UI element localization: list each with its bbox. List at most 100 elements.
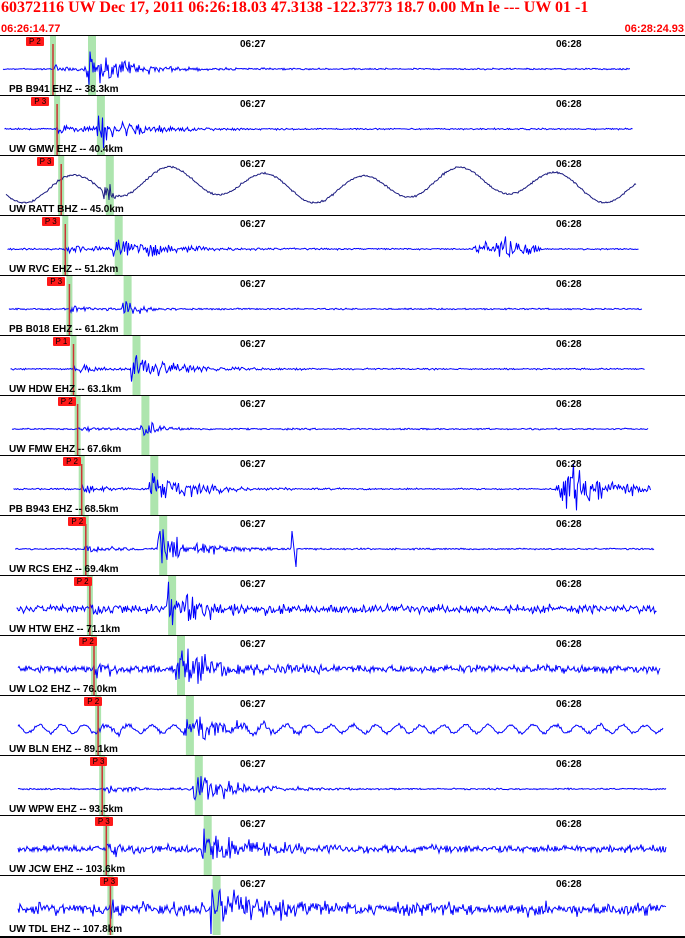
trace-panel: P 3 06:27 06:28 PB B018 EHZ -- 61.2km	[0, 275, 685, 335]
waveform-trace	[11, 421, 649, 437]
trace-panel: P 2 06:27 06:28 UW FMW EHZ -- 67.6km	[0, 395, 685, 455]
trace-panel: P 2 06:27 06:28 UW RCS EHZ -- 69.4km	[0, 515, 685, 575]
trace-panel: P 3 06:27 06:28 UW GMW EHZ -- 40.4km	[0, 95, 685, 155]
time-tick-label: 06:27	[240, 219, 266, 230]
time-tick-label: 06:28	[556, 819, 582, 830]
s-window-band	[132, 336, 141, 395]
waveform-trace	[2, 51, 631, 85]
time-tick-label: 06:28	[556, 399, 582, 410]
waveform-trace	[17, 888, 667, 935]
p-pick-label: P 2	[73, 577, 92, 586]
s-window-band	[96, 96, 105, 155]
trace-plot	[17, 696, 664, 755]
station-label: UW HTW EHZ -- 71.1km	[9, 624, 121, 635]
time-tick-label: 06:27	[240, 39, 266, 50]
time-tick-label: 06:27	[240, 99, 266, 110]
trace-plot	[8, 276, 643, 335]
trace-panel: P 3 06:27 06:28 UW RVC EHZ -- 51.2km	[0, 215, 685, 275]
time-tick-label: 06:28	[556, 699, 582, 710]
p-pick-label: P 2	[26, 37, 44, 46]
time-tick-label: 06:27	[240, 639, 266, 650]
time-tick-label: 06:28	[556, 219, 582, 230]
time-tick-label: 06:28	[556, 279, 582, 290]
trace-plot	[17, 756, 667, 815]
p-pick-label: P 1	[52, 337, 71, 346]
station-label: UW HDW EHZ -- 63.1km	[9, 384, 122, 395]
s-window-band	[177, 636, 185, 695]
time-tick-label: 06:27	[240, 579, 266, 590]
trace-panel: P 3 06:27 06:28 UW TDL EHZ -- 107.8km	[0, 875, 685, 935]
time-tick-label: 06:27	[240, 279, 266, 290]
time-tick-label: 06:28	[556, 99, 582, 110]
trace-plot	[17, 816, 667, 875]
bottom-border	[0, 936, 685, 938]
p-pick-label: P 3	[100, 877, 119, 886]
time-tick-label: 06:28	[556, 639, 582, 650]
time-tick-label: 06:28	[556, 579, 582, 590]
time-tick-label: 06:27	[240, 339, 266, 350]
station-label: PB B941 EHZ -- 38.3km	[9, 84, 119, 95]
end-time: 06:28:24.93	[624, 23, 684, 35]
p-pick-label: P 3	[94, 817, 113, 826]
station-label: UW RVC EHZ -- 51.2km	[9, 264, 119, 275]
station-label: UW WPW EHZ -- 93.5km	[9, 804, 123, 815]
time-tick-label: 06:28	[556, 459, 582, 470]
station-label: PB B018 EHZ -- 61.2km	[9, 324, 119, 335]
time-tick-label: 06:28	[556, 339, 582, 350]
waveform-trace	[16, 581, 657, 626]
waveform-trace	[15, 529, 655, 568]
time-tick-label: 06:27	[240, 519, 266, 530]
waveform-trace	[8, 301, 643, 315]
s-window-band	[150, 456, 159, 515]
trace-plot	[2, 36, 631, 95]
time-tick-label: 06:28	[556, 39, 582, 50]
time-tick-label: 06:27	[240, 699, 266, 710]
s-window-band	[141, 396, 150, 455]
trace-plot	[17, 876, 667, 935]
trace-panel: P 2 06:27 06:28 PB B941 EHZ -- 38.3km	[0, 35, 685, 95]
time-tick-label: 06:28	[556, 759, 582, 770]
station-label: UW BLN EHZ -- 89.1km	[9, 744, 118, 755]
station-label: UW RATT BHZ -- 45.0km	[9, 204, 124, 215]
time-tick-label: 06:28	[556, 519, 582, 530]
waveform-trace	[17, 648, 661, 684]
trace-panel: P 3 06:27 06:28 UW WPW EHZ -- 93.5km	[0, 755, 685, 815]
station-label: UW LO2 EHZ -- 76.0km	[9, 684, 117, 695]
s-window-band	[203, 816, 212, 875]
p-pick-label: P 3	[41, 217, 60, 226]
time-tick-label: 06:27	[240, 759, 266, 770]
p-pick-label: P 2	[79, 637, 97, 646]
trace-panel: P 3 06:27 06:28 UW RATT BHZ -- 45.0km	[0, 155, 685, 215]
trace-plot	[17, 636, 661, 695]
trace-plot	[16, 576, 657, 635]
trace-plot	[7, 216, 639, 275]
p-pick-label: P 2	[84, 697, 103, 706]
p-pick-label: P 3	[89, 757, 108, 766]
station-label: UW FMW EHZ -- 67.6km	[9, 444, 122, 455]
waveform-trace	[17, 776, 667, 801]
trace-panel: P 2 06:27 06:28 PB B943 EHZ -- 68.5km	[0, 455, 685, 515]
p-pick-label: P 3	[47, 277, 66, 286]
station-label: PB B943 EHZ -- 68.5km	[9, 504, 119, 515]
event-title: 60372116 UW Dec 17, 2011 06:26:18.03 47.…	[1, 0, 589, 16]
s-window-band	[114, 216, 123, 275]
header: 60372116 UW Dec 17, 2011 06:26:18.03 47.…	[0, 0, 685, 24]
waveform-trace	[13, 463, 651, 511]
trace-plot	[15, 516, 655, 575]
trace-plot	[11, 396, 649, 455]
trace-panel: P 2 06:27 06:28 UW LO2 EHZ -- 76.0km	[0, 635, 685, 695]
start-time: 06:26:14.77	[1, 23, 61, 35]
trace-panel: P 2 06:27 06:28 UW BLN EHZ -- 89.1km	[0, 695, 685, 755]
waveform-trace	[4, 115, 633, 149]
waveform-trace	[17, 716, 664, 741]
trace-plot	[5, 156, 637, 215]
trace-panel: P 1 06:27 06:28 UW HDW EHZ -- 63.1km	[0, 335, 685, 395]
p-pick-label: P 2	[63, 457, 81, 466]
s-window-band	[159, 516, 168, 575]
p-pick-label: P 3	[36, 157, 55, 166]
waveform-trace	[7, 236, 639, 259]
time-tick-label: 06:27	[240, 879, 266, 890]
waveform-trace	[5, 165, 637, 204]
station-label: UW GMW EHZ -- 40.4km	[9, 144, 123, 155]
time-tick-label: 06:28	[556, 879, 582, 890]
